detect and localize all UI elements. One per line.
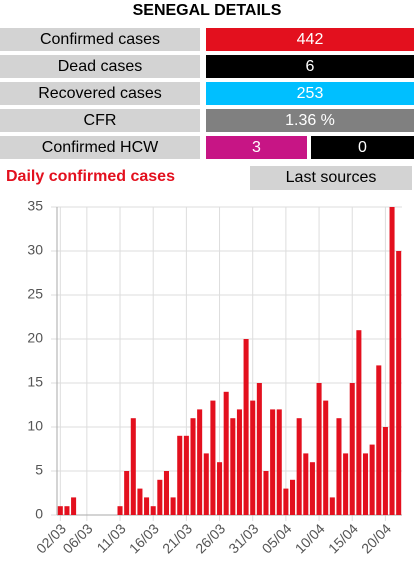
bar [309, 462, 315, 515]
bar [256, 383, 262, 515]
bar [190, 418, 196, 515]
y-tick-label: 15 [27, 374, 43, 390]
y-tick-label: 5 [35, 462, 43, 478]
x-tick-label: 15/04 [325, 520, 361, 556]
bar [236, 409, 242, 515]
x-tick-label: 26/03 [192, 520, 228, 556]
bar [329, 497, 335, 515]
bar [177, 435, 183, 515]
bar [303, 453, 309, 515]
bar [276, 409, 282, 515]
bar [270, 409, 276, 515]
x-tick-label: 06/03 [60, 520, 96, 556]
x-tick-label: 10/04 [292, 520, 328, 556]
x-tick-label: 05/04 [259, 520, 295, 556]
bar [343, 453, 349, 515]
row-label: Recovered cases [0, 82, 200, 105]
bar [137, 488, 143, 515]
bar [230, 418, 236, 515]
bar [163, 471, 169, 515]
bar [144, 497, 150, 515]
bar [183, 435, 189, 515]
bar [356, 330, 362, 515]
row-value: 6 [206, 55, 414, 78]
bar [124, 471, 130, 515]
row-label: Dead cases [0, 55, 200, 78]
x-tick-label: 31/03 [225, 520, 261, 556]
bar [376, 365, 382, 515]
button[interactable]: Last sources [250, 166, 412, 190]
bar [197, 409, 203, 515]
bar [203, 453, 209, 515]
bar [263, 471, 269, 515]
y-tick-label: 10 [27, 418, 43, 434]
title: SENEGAL DETAILS [132, 2, 282, 19]
row-value: 442 [206, 28, 414, 51]
section-title: Daily confirmed cases [6, 168, 175, 185]
bar [283, 488, 289, 515]
bar [157, 479, 163, 515]
bar [170, 497, 176, 515]
x-tick-label: 16/03 [126, 520, 162, 556]
row-value: 1.36 % [206, 109, 414, 132]
y-tick-label: 20 [27, 330, 43, 346]
bar [290, 479, 296, 515]
bar [382, 427, 388, 515]
bar [349, 383, 355, 515]
row-value: 3 [206, 136, 307, 159]
bar [217, 462, 223, 515]
y-tick-label: 30 [27, 242, 43, 258]
bar [250, 400, 256, 515]
bar [369, 444, 375, 515]
bar [223, 391, 229, 515]
y-tick-label: 25 [27, 286, 43, 302]
bar [323, 400, 329, 515]
bar [117, 506, 123, 515]
bar [150, 506, 156, 515]
bar [243, 339, 249, 515]
x-tick-label: 11/03 [93, 520, 129, 556]
row-label: Confirmed HCW [0, 136, 200, 159]
bar [316, 383, 322, 515]
row-value: 253 [206, 82, 414, 105]
bar [362, 453, 369, 515]
x-tick-label: 21/03 [159, 520, 195, 556]
bar [210, 400, 216, 515]
bar [396, 251, 402, 515]
row-label: Confirmed cases [0, 28, 200, 51]
y-tick-label: 0 [35, 506, 43, 522]
bar [57, 506, 63, 515]
row-label: CFR [0, 109, 200, 132]
x-tick-label: 20/04 [358, 520, 394, 556]
bar [71, 497, 77, 515]
bar [389, 207, 395, 515]
bar [64, 506, 70, 515]
x-tick-label: 02/03 [33, 520, 69, 556]
chart: 0510152025303502/0306/0311/0316/0321/032… [27, 198, 402, 557]
bar [296, 418, 302, 515]
row-value: 0 [311, 136, 414, 159]
bar [336, 418, 342, 515]
bar [130, 418, 136, 515]
y-tick-label: 35 [27, 198, 43, 214]
